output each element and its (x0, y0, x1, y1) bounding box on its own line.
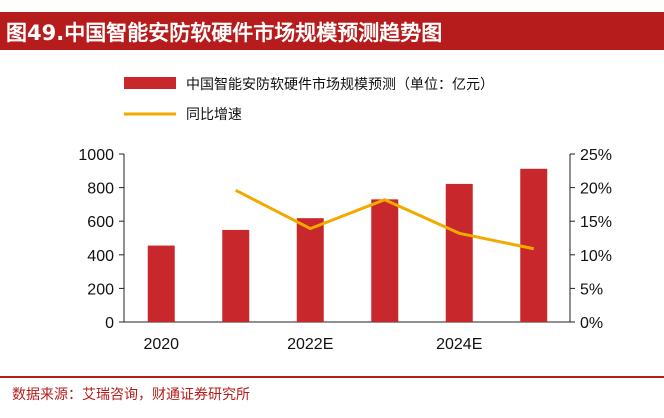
y-left-tick-label: 0 (105, 315, 114, 332)
bar (445, 183, 473, 322)
bar (147, 245, 175, 322)
legend: 中国智能安防软硬件市场规模预测（单位：亿元） 同比增速 (124, 76, 494, 123)
chart-title: 图49.中国智能安防软硬件市场规模预测趋势图 (6, 21, 443, 45)
y-left-tick-label: 1000 (78, 147, 114, 164)
y-right-tick-label: 15% (580, 214, 612, 231)
legend-label-line: 同比增速 (186, 107, 242, 123)
x-tick-label: 2020 (143, 336, 179, 353)
y-right-tick-label: 10% (580, 248, 612, 265)
bar-series (147, 168, 548, 322)
y-left-tick-label: 400 (87, 248, 114, 265)
y-left-tick-label: 200 (87, 281, 114, 298)
bar (371, 199, 399, 322)
x-tick-label: 2022E (287, 336, 333, 353)
bar (222, 229, 250, 322)
x-tick-label: 2024E (436, 336, 482, 353)
bar (296, 218, 324, 322)
y-right-tick-label: 25% (580, 147, 612, 164)
legend-label-bar: 中国智能安防软硬件市场规模预测（单位：亿元） (186, 76, 494, 93)
y-right-tick-label: 20% (580, 181, 612, 198)
y-right-tick-label: 0% (580, 315, 603, 332)
y-left-tick-label: 600 (87, 214, 114, 231)
axes: 0 200 400 600 800 1000 0% 5% 10% 15% 20% 25% 2020 202… (78, 147, 612, 353)
source-note: 数据来源：艾瑞咨询，财通证券研究所 (12, 387, 250, 403)
title-bar: 图49.中国智能安防软硬件市场规模预测趋势图 (0, 12, 664, 50)
line-series (235, 188, 535, 251)
growth-line (235, 188, 535, 251)
source-divider (0, 376, 664, 378)
y-right-tick-label: 5% (580, 281, 603, 298)
y-left-tick-label: 800 (87, 181, 114, 198)
legend-swatch-bar (124, 77, 176, 89)
